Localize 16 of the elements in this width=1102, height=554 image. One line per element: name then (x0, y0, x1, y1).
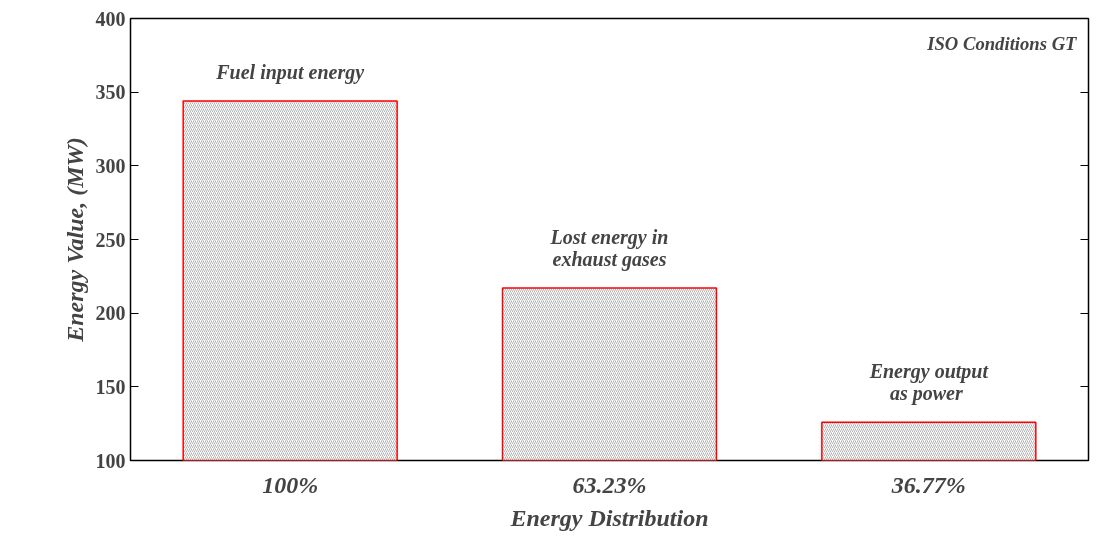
y-tick-label: 150 (95, 375, 126, 398)
x-axis-title: Energy Distribution (509, 504, 709, 531)
y-tick-label: 250 (95, 228, 126, 251)
y-axis-title: Energy Value, (MW) (61, 137, 88, 343)
x-tick-label: 63.23% (572, 471, 647, 498)
y-tick-label: 200 (95, 302, 126, 325)
y-tick-label: 350 (95, 81, 126, 104)
y-tick-label: 400 (95, 7, 126, 30)
annotation: ISO Conditions GT (926, 32, 1078, 54)
annotation: Energy output as power (868, 360, 990, 406)
y-tick-label: 100 (95, 449, 126, 472)
x-tick-label: 36.77% (890, 471, 966, 498)
annotation: Fuel input energy (215, 61, 365, 85)
annotation: Lost energy in exhaust gases (549, 226, 669, 272)
y-tick-label: 300 (95, 154, 126, 177)
x-tick-label: 100% (262, 471, 319, 498)
